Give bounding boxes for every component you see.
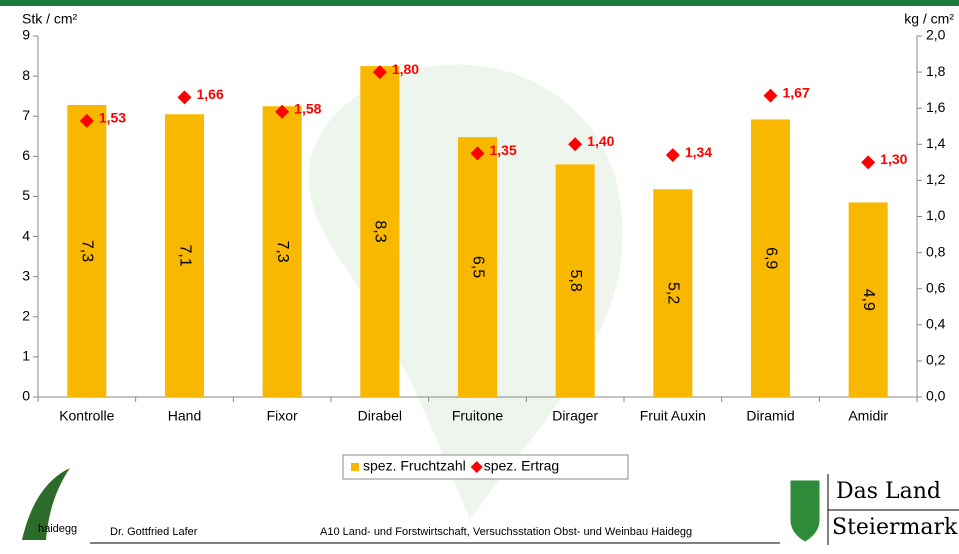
- legend-marker: [351, 463, 359, 471]
- y-tick-label: 6: [22, 147, 30, 163]
- data-label: 5,8: [567, 270, 584, 292]
- y-tick-label: 0: [22, 388, 30, 404]
- data-label: 7,1: [176, 244, 193, 266]
- x-tick-label: Kontrolle: [59, 408, 114, 424]
- y-tick-label: 2: [22, 307, 30, 323]
- y2-tick-label: 1,4: [926, 135, 946, 151]
- data-label: 7,3: [79, 240, 96, 262]
- x-tick-label: Dirabel: [358, 408, 402, 424]
- bar: [653, 189, 693, 397]
- x-tick-label: Hand: [168, 408, 201, 424]
- y-tick-label: 4: [22, 227, 30, 243]
- bar: [848, 202, 888, 397]
- diamond-marker: [763, 88, 778, 103]
- data-label: 1,34: [685, 144, 712, 160]
- y2-tick-label: 0,2: [926, 352, 946, 368]
- diamond-marker: [665, 148, 680, 163]
- data-label: 5,2: [665, 282, 682, 304]
- bar: [262, 106, 302, 397]
- x-tick-label: Fixor: [267, 408, 298, 424]
- y-tick-label: 7: [22, 107, 30, 123]
- y-axis-label: Stk / cm²: [22, 11, 78, 27]
- data-label: 1,67: [783, 84, 810, 100]
- diamond-marker: [372, 65, 387, 80]
- diamond-marker: [275, 104, 290, 119]
- bar: [164, 114, 205, 397]
- data-label: 6,9: [762, 247, 779, 269]
- data-label: 1,80: [392, 61, 419, 77]
- logo-text: haidegg: [38, 523, 77, 535]
- haidegg-logo: [22, 468, 70, 540]
- bar: [750, 119, 791, 397]
- y2-tick-label: 0,8: [926, 243, 946, 259]
- x-tick-label: Fruitone: [452, 408, 504, 424]
- x-tick-label: Fruit Auxin: [640, 408, 706, 424]
- data-label: 1,66: [197, 86, 224, 102]
- legend-label: spez. Fruchtzahl: [363, 458, 466, 474]
- coat-of-arms: [789, 479, 821, 543]
- y2-tick-label: 1,2: [926, 171, 946, 187]
- y-tick-label: 8: [22, 67, 30, 83]
- top-bar: [0, 0, 959, 6]
- institution: A10 Land- und Forstwirtschaft, Versuchss…: [320, 526, 692, 538]
- diamond-marker: [568, 137, 583, 152]
- x-tick-label: Amidir: [848, 408, 888, 424]
- brand-line1: Das Land: [836, 479, 941, 504]
- data-label: 4,9: [860, 289, 877, 311]
- y2-tick-label: 0,6: [926, 279, 946, 295]
- x-tick-label: Dirager: [552, 408, 598, 424]
- y-tick-label: 9: [22, 27, 30, 43]
- y-tick-label: 1: [22, 348, 30, 364]
- x-tick-label: Diramid: [746, 408, 794, 424]
- data-label: 1,40: [587, 133, 614, 149]
- diamond-marker: [861, 155, 876, 170]
- legend-marker: [470, 461, 483, 473]
- data-label: 1,35: [490, 142, 517, 158]
- diamond-marker: [470, 146, 485, 161]
- bar: [555, 164, 595, 397]
- data-label: 6,5: [469, 256, 486, 278]
- data-label: 1,53: [99, 110, 126, 126]
- diamond-marker: [177, 90, 192, 105]
- y-tick-label: 3: [22, 267, 30, 283]
- data-label: 7,3: [274, 240, 291, 262]
- brand-line2: Steiermark: [832, 515, 958, 540]
- data-label: 8,3: [372, 220, 389, 242]
- data-label: 1,58: [294, 101, 321, 117]
- y2-tick-label: 0,0: [926, 388, 946, 404]
- y2-axis-label: kg / cm²: [904, 11, 954, 27]
- y2-tick-label: 0,4: [926, 316, 946, 332]
- legend-label: spez. Ertrag: [484, 458, 559, 474]
- bar: [360, 66, 400, 397]
- diamond-marker: [79, 113, 94, 128]
- y2-tick-label: 2,0: [926, 27, 946, 43]
- legend-box: [342, 454, 629, 480]
- bar: [67, 104, 107, 397]
- data-label: 1,30: [880, 151, 907, 167]
- y-tick-label: 5: [22, 187, 30, 203]
- bar: [457, 137, 498, 397]
- y2-tick-label: 1,6: [926, 99, 946, 115]
- y2-tick-label: 1,8: [926, 63, 946, 79]
- author: Dr. Gottfried Lafer: [110, 526, 198, 538]
- y2-tick-label: 1,0: [926, 207, 946, 223]
